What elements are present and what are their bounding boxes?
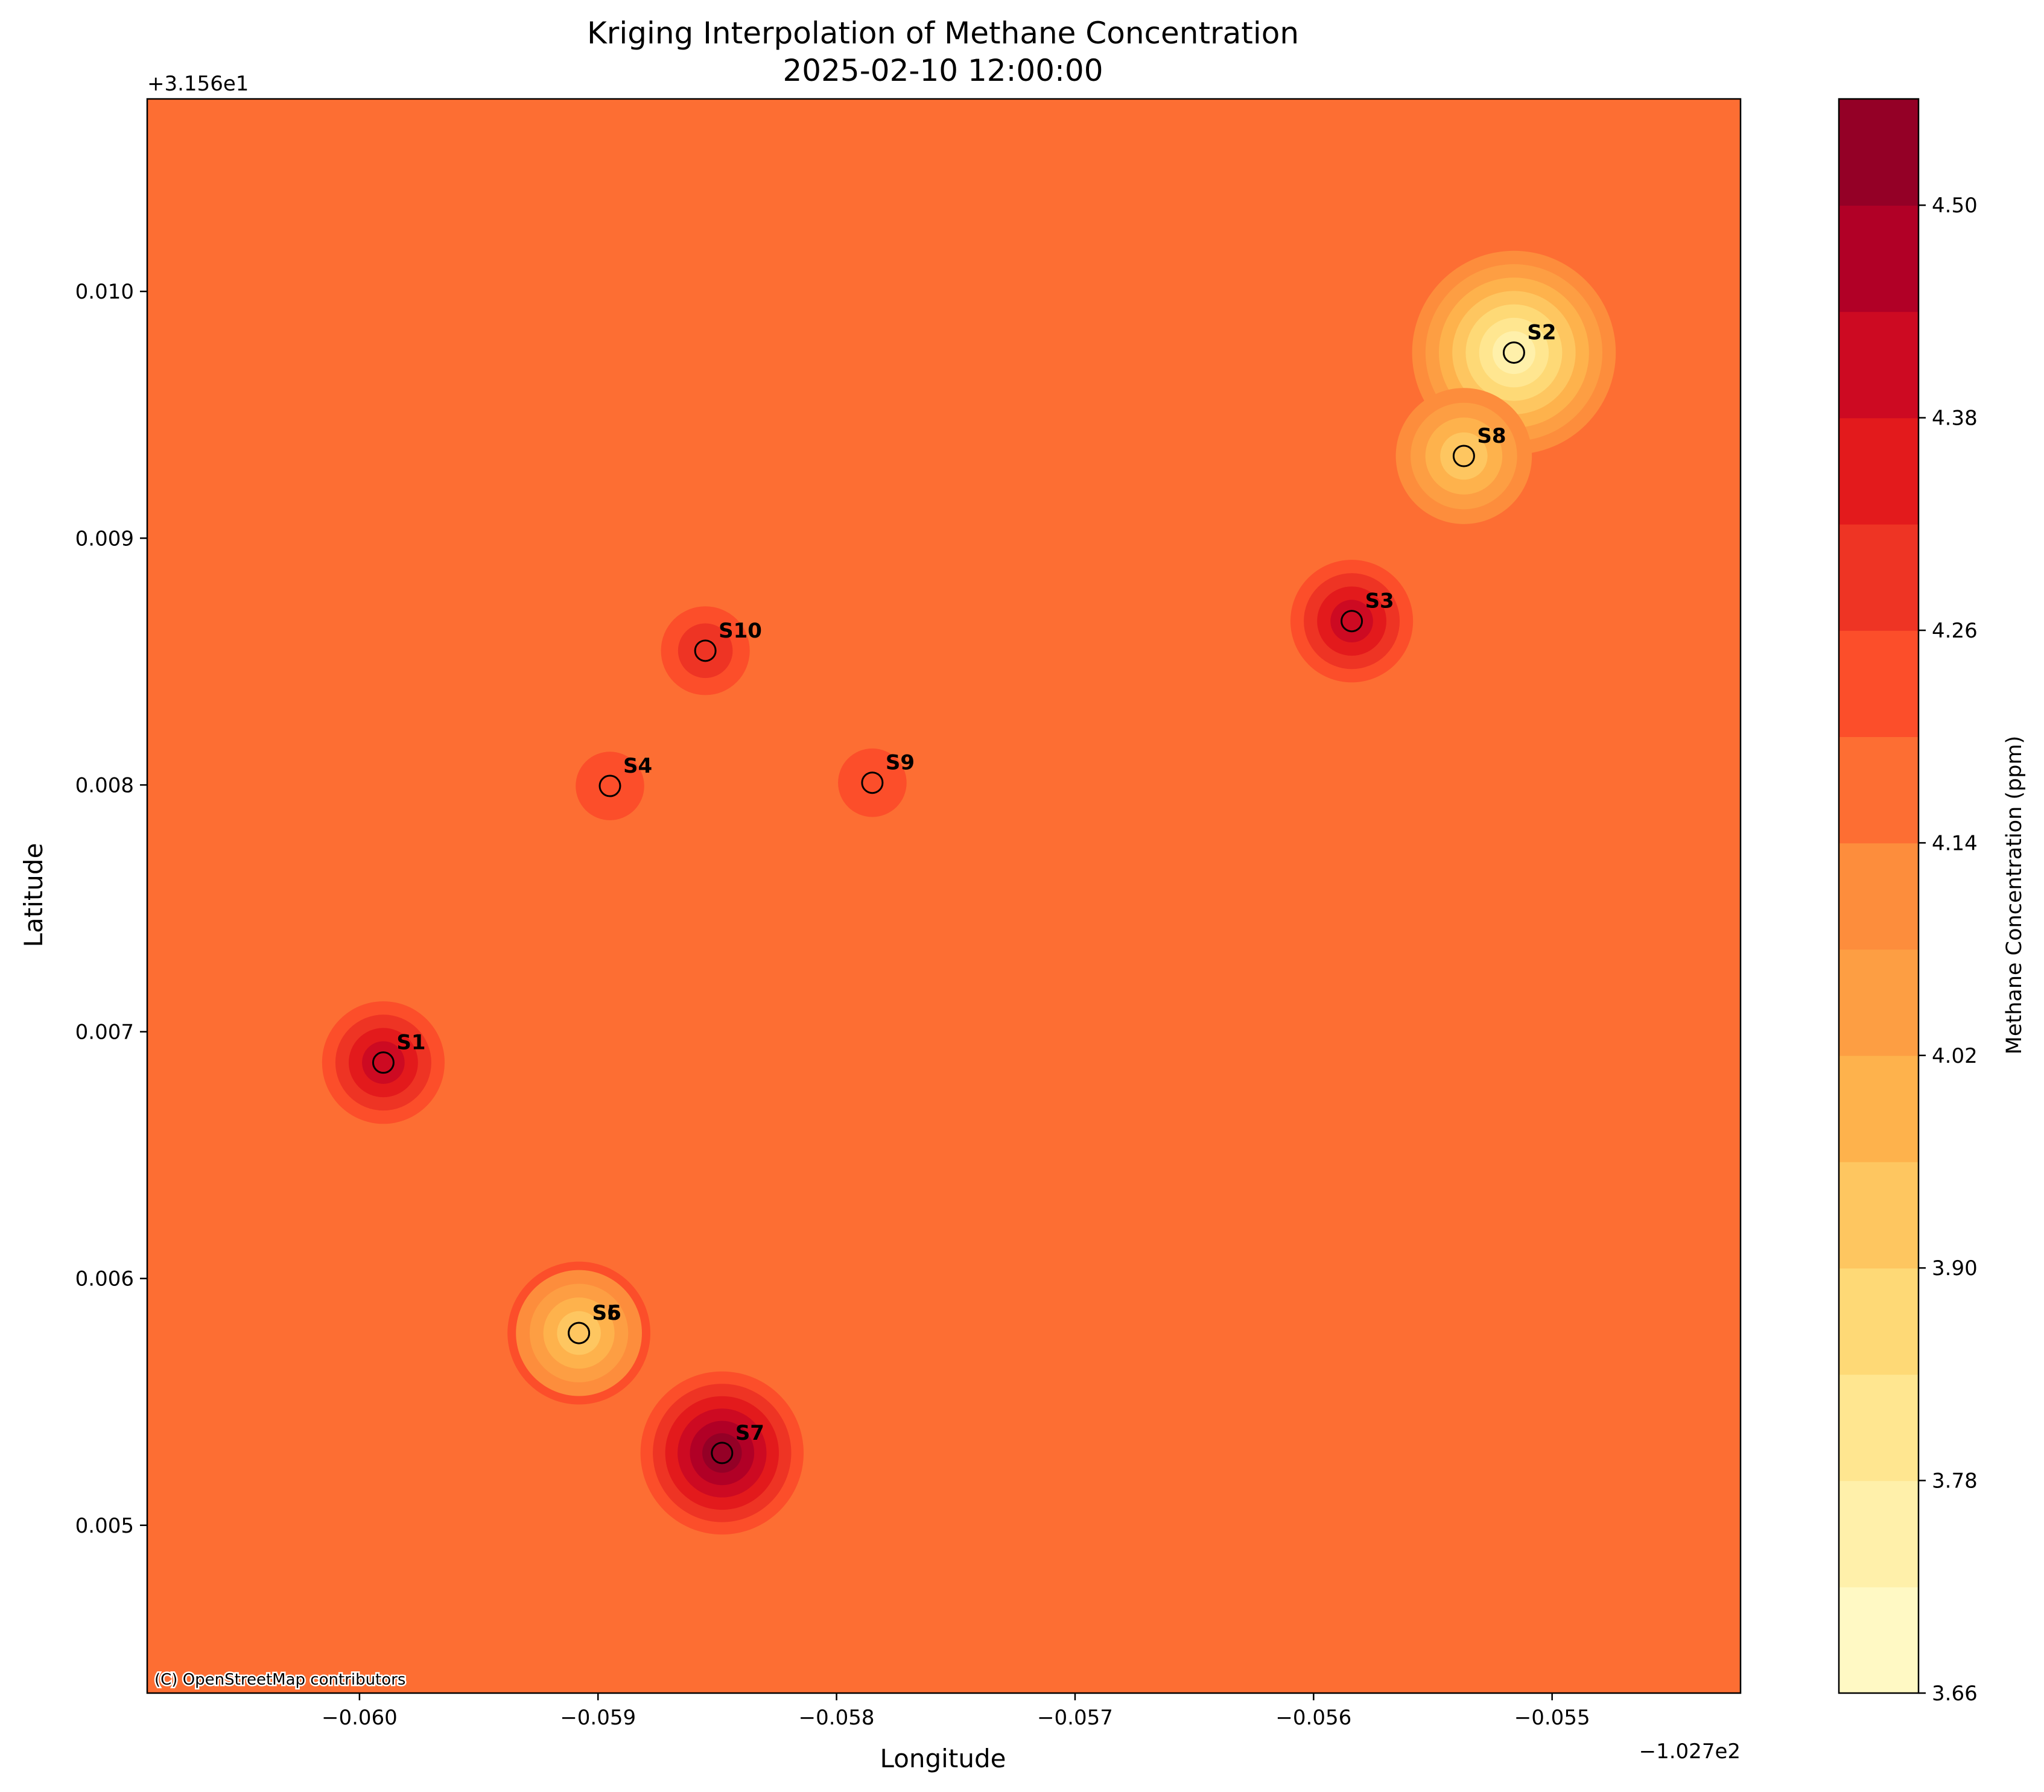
colorbar-band — [1839, 1055, 1919, 1162]
colorbar-band — [1839, 311, 1919, 419]
colorbar-band — [1839, 1374, 1919, 1481]
x-axis-label: Longitude — [880, 1744, 1006, 1773]
chart-title: Kriging Interpolation of Methane Concent… — [587, 16, 1299, 51]
x-axis: −0.060 −0.059 −0.058 −0.057 −0.056 −0.055 — [322, 1693, 1590, 1730]
colorbar-band — [1839, 1586, 1919, 1694]
colorbar-label: Methane Concentration (ppm) — [2002, 736, 2027, 1055]
y-axis: 0.005 0.006 0.007 0.008 0.009 0.010 — [75, 280, 147, 1538]
y-tick-label: 0.008 — [75, 773, 134, 797]
y-axis-offset: +3.156e1 — [147, 72, 249, 96]
station-marker-s3 — [1341, 610, 1363, 633]
colorbar-band — [1839, 1268, 1919, 1375]
station-marker-s1 — [372, 1051, 395, 1074]
station-label-s7: S7 — [735, 1421, 764, 1445]
colorbar-band — [1839, 949, 1919, 1056]
x-tick-label: −0.060 — [322, 1706, 398, 1730]
colorbar-band — [1839, 630, 1919, 737]
colorbar: 3.66 3.78 3.90 4.02 4.14 4.26 4.38 4.50 Methane… — [1838, 98, 2027, 1706]
y-tick-label: 0.009 — [75, 527, 134, 551]
station-label-s9: S9 — [886, 751, 915, 775]
station-label-s5: S5 — [592, 1301, 621, 1325]
colorbar-frame — [1838, 98, 1920, 1694]
colorbar-tick-label: 4.26 — [1932, 619, 1978, 643]
x-tick-label: −0.056 — [1275, 1706, 1351, 1730]
colorbar-tick-label: 4.38 — [1932, 407, 1978, 431]
station-label-s3: S3 — [1365, 589, 1394, 613]
colorbar-band — [1839, 736, 1919, 844]
colorbar-band — [1839, 843, 1919, 950]
colorbar-band — [1839, 1480, 1919, 1588]
colorbar-tick-label: 4.14 — [1932, 831, 1978, 855]
x-axis-offset: −1.027e2 — [1639, 1740, 1741, 1764]
colorbar-tick-label: 3.66 — [1932, 1682, 1978, 1706]
colorbar-tick-label: 4.50 — [1932, 194, 1978, 218]
map-attribution: (C) OpenStreetMap contributors — [154, 1671, 405, 1689]
colorbar-band — [1839, 1162, 1919, 1268]
station-label-s8: S8 — [1477, 424, 1506, 448]
colorbar-tick-label: 3.78 — [1932, 1469, 1978, 1493]
y-tick-label: 0.010 — [75, 280, 134, 304]
x-tick-label: −0.055 — [1514, 1706, 1590, 1730]
plot-frame — [146, 98, 1742, 1694]
y-tick-label: 0.006 — [75, 1267, 134, 1291]
colorbar-bands — [1839, 99, 1919, 1694]
y-axis-label: Latitude — [19, 843, 48, 948]
x-tick-label: −0.058 — [799, 1706, 875, 1730]
colorbar-ticks: 3.66 3.78 3.90 4.02 4.14 4.26 4.38 4.50 — [1919, 194, 1978, 1706]
station-label-s6: S6 — [592, 1301, 621, 1325]
station-marker-s7 — [711, 1442, 734, 1464]
station-marker-s6 — [568, 1322, 591, 1344]
station-marker-s10 — [694, 639, 717, 662]
station-marker-s2 — [1502, 341, 1525, 364]
x-tick-label: −0.059 — [560, 1706, 636, 1730]
colorbar-band — [1839, 417, 1919, 525]
y-tick-label: 0.007 — [75, 1021, 134, 1045]
station-label-s10: S10 — [719, 619, 762, 643]
colorbar-band — [1839, 524, 1919, 631]
station-marker-s4 — [598, 774, 621, 797]
station-label-s1: S1 — [396, 1031, 425, 1055]
station-label-s2: S2 — [1527, 321, 1556, 345]
colorbar-tick-label: 4.02 — [1932, 1044, 1978, 1068]
station-label-s4: S4 — [623, 754, 652, 778]
colorbar-tick-label: 3.90 — [1932, 1256, 1978, 1281]
station-marker-s9 — [861, 771, 884, 794]
station-marker-s8 — [1452, 445, 1475, 467]
colorbar-band — [1839, 205, 1919, 312]
x-tick-label: −0.057 — [1037, 1706, 1113, 1730]
colorbar-band — [1839, 99, 1919, 206]
chart-subtitle: 2025-02-10 12:00:00 — [782, 53, 1103, 88]
y-tick-label: 0.005 — [75, 1514, 134, 1538]
